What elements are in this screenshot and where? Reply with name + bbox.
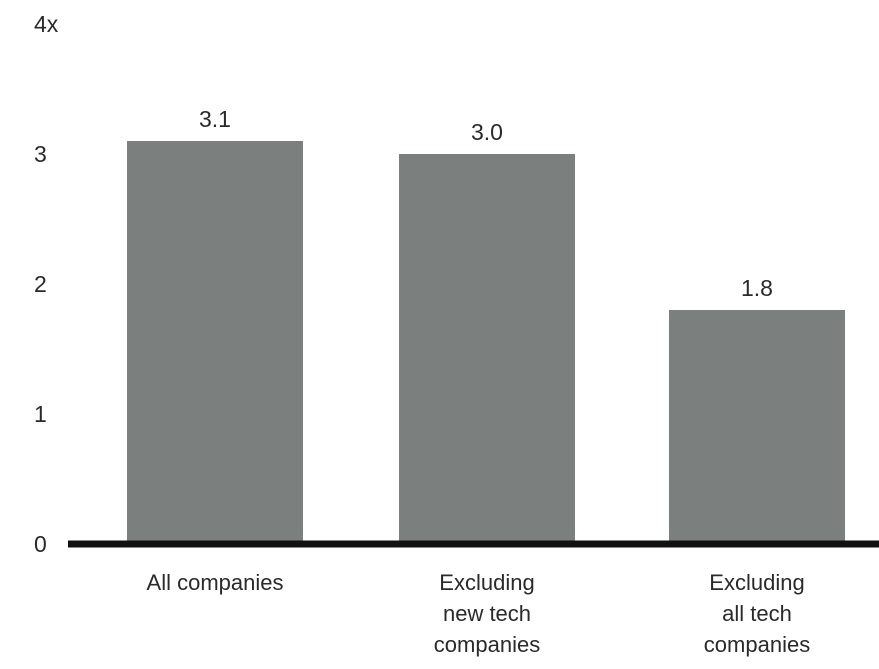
bar-value-label: 3.1 <box>199 106 231 132</box>
y-tick-label: 1 <box>34 401 47 427</box>
x-category-label-line: companies <box>434 632 540 657</box>
x-category-label-line: Excluding <box>709 570 804 595</box>
x-category-label: All companies <box>147 570 284 595</box>
bar-value-label: 1.8 <box>741 275 773 301</box>
x-category-label-line: Excluding <box>439 570 534 595</box>
x-category-label-line: All companies <box>147 570 284 595</box>
y-tick-label: 3 <box>34 141 47 167</box>
y-tick-label: 2 <box>34 271 47 297</box>
x-category-label-line: companies <box>704 632 810 657</box>
category-labels: All companies Excluding new tech companiesE… <box>147 570 811 657</box>
x-category-label: Excluding new tech companies <box>434 570 540 657</box>
bar <box>399 154 575 544</box>
bar <box>669 310 845 544</box>
bar-value-label: 3.0 <box>471 119 503 145</box>
y-tick-label: 0 <box>34 531 47 557</box>
bars <box>127 141 845 544</box>
y-axis-ticks: 0 1 2 3 4x <box>34 11 59 557</box>
bar <box>127 141 303 544</box>
x-category-label-line: new tech <box>443 601 531 626</box>
y-tick-label: 4x <box>34 11 59 37</box>
x-category-label-line: all tech <box>722 601 792 626</box>
value-labels: 3.1 3.0 1.8 <box>199 106 773 301</box>
x-category-label: Excluding all tech companies <box>704 570 810 657</box>
